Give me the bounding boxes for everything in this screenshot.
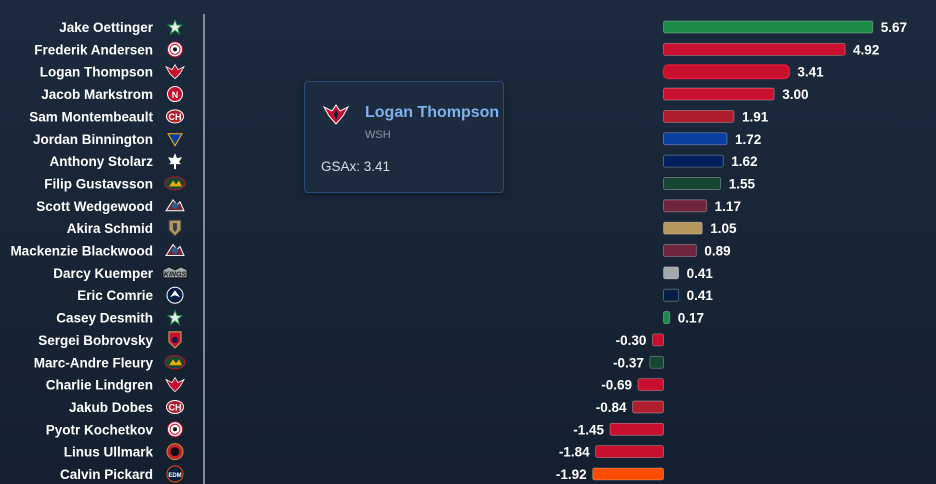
- bar-value-label: 1.05: [710, 221, 737, 236]
- bar-value-label: 0.17: [678, 311, 704, 326]
- svg-text:CH: CH: [169, 112, 182, 122]
- oilers-icon: EDM: [166, 465, 184, 483]
- bar[interactable]: [609, 422, 664, 436]
- bar[interactable]: [663, 244, 697, 257]
- player-name-label: Mackenzie Blackwood: [10, 244, 153, 259]
- hover-tooltip: Logan Thompson WSH GSAx: 3.41: [304, 81, 504, 193]
- player-name-label: Scott Wedgewood: [36, 199, 153, 214]
- stars-icon: [166, 309, 184, 326]
- bar[interactable]: [663, 288, 680, 302]
- bar-value-label: -1.84: [559, 445, 590, 460]
- player-name-label: Frederik Andersen: [34, 42, 153, 57]
- bar-value-label: 0.41: [687, 266, 714, 281]
- bar[interactable]: [662, 64, 791, 80]
- player-name-label: Calvin Pickard: [60, 467, 153, 482]
- player-name-label: Jacob Markstrom: [41, 87, 153, 102]
- bar-value-label: -0.30: [616, 333, 647, 348]
- bar-value-label: 1.72: [735, 132, 761, 147]
- tooltip-stat: GSAx: 3.41: [321, 159, 391, 174]
- player-name-label: Marc-Andre Fleury: [34, 355, 154, 370]
- bar[interactable]: [663, 87, 775, 101]
- senators-icon: [166, 443, 184, 461]
- bar[interactable]: [663, 132, 728, 146]
- player-name-label: Sam Montembeault: [29, 109, 153, 124]
- svg-text:EDM: EDM: [168, 473, 181, 479]
- bar[interactable]: [663, 154, 724, 168]
- bar[interactable]: [663, 311, 671, 324]
- bar-value-label: 0.41: [687, 288, 714, 303]
- bar-value-label: 1.55: [729, 176, 756, 191]
- avalanche-icon: [165, 198, 185, 212]
- bar-value-label: 1.17: [715, 199, 741, 214]
- bar-value-label: 5.67: [881, 20, 907, 35]
- wild-icon: [164, 176, 186, 191]
- player-name-label: Eric Comrie: [77, 288, 153, 303]
- player-name-label: Jakub Dobes: [69, 400, 153, 415]
- player-name-label: Logan Thompson: [40, 65, 153, 80]
- bar[interactable]: [632, 400, 664, 414]
- bar[interactable]: [663, 20, 874, 34]
- stars-icon: [166, 18, 184, 36]
- bar[interactable]: [663, 42, 846, 56]
- tooltip-team: WSH: [365, 129, 391, 141]
- player-name-label: Charlie Lindgren: [46, 378, 153, 393]
- bar[interactable]: [663, 266, 680, 280]
- player-name-label: Filip Gustavsson: [44, 176, 153, 191]
- player-name-label: Linus Ullmark: [64, 445, 154, 460]
- bar-value-label: 3.00: [782, 87, 808, 102]
- jets-icon: [166, 286, 184, 304]
- player-name-label: Darcy Kuemper: [53, 266, 154, 281]
- bar-value-label: -0.37: [613, 355, 644, 370]
- bar-value-label: -1.45: [573, 422, 604, 437]
- bar-value-label: 1.91: [742, 109, 769, 124]
- svg-text:CH: CH: [169, 402, 182, 412]
- player-name-label: Jordan Binnington: [33, 132, 153, 147]
- canadiens-icon: CH: [166, 399, 184, 414]
- player-name-label: Casey Desmith: [56, 311, 153, 326]
- bar[interactable]: [663, 221, 703, 235]
- bar[interactable]: [652, 333, 664, 347]
- player-name-label: Sergei Bobrovsky: [38, 333, 153, 348]
- bar-value-label: 3.41: [797, 65, 824, 80]
- tooltip-player-name: Logan Thompson: [365, 104, 500, 121]
- maple-leafs-icon: [168, 153, 182, 170]
- golden-knights-icon: [168, 219, 182, 237]
- wild-icon: [164, 355, 186, 370]
- player-name-label: Jake Oettinger: [59, 20, 154, 35]
- bar[interactable]: [663, 110, 735, 123]
- bar-value-label: 4.92: [853, 42, 879, 57]
- hurricanes-icon: [167, 421, 183, 438]
- bar[interactable]: [592, 467, 664, 481]
- svg-text:N: N: [172, 90, 179, 100]
- capitals-icon: [322, 104, 350, 125]
- bar[interactable]: [595, 445, 664, 459]
- bar-value-label: -0.69: [601, 378, 632, 393]
- bar[interactable]: [637, 378, 664, 392]
- player-name-label: Pyotr Kochetkov: [46, 422, 154, 437]
- bar-value-label: -0.84: [596, 400, 627, 415]
- canadiens-icon: CH: [166, 109, 184, 124]
- bar-value-label: -1.92: [556, 467, 587, 482]
- player-name-label: Akira Schmid: [67, 221, 153, 236]
- devils-icon: N: [167, 86, 183, 103]
- svg-text:KINGS: KINGS: [164, 271, 187, 278]
- bar[interactable]: [663, 199, 708, 213]
- bar-value-label: 1.62: [731, 154, 757, 169]
- kings-icon: KINGS: [162, 266, 188, 278]
- bar[interactable]: [649, 355, 664, 369]
- blues-icon: [167, 133, 183, 147]
- bar[interactable]: [663, 177, 722, 190]
- avalanche-icon: [165, 243, 185, 256]
- bar-value-label: 0.89: [704, 244, 730, 259]
- hurricanes-icon: [167, 41, 183, 58]
- panthers-icon: [168, 331, 182, 349]
- capitals-icon: [164, 376, 186, 393]
- player-name-label: Anthony Stolarz: [50, 154, 154, 169]
- capitals-icon: [164, 63, 186, 80]
